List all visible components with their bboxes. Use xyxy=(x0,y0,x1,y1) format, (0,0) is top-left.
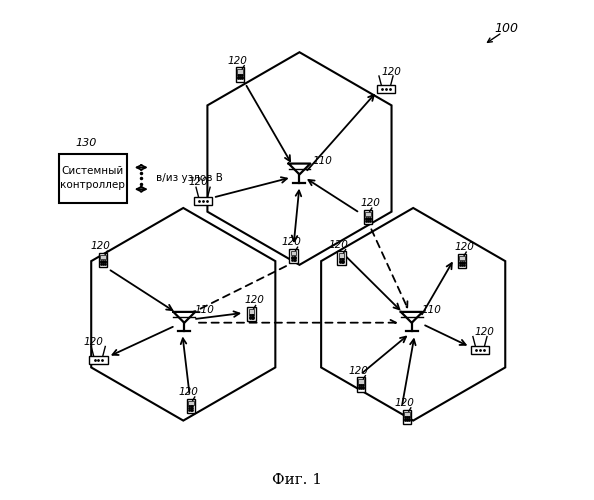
Bar xyxy=(364,210,372,224)
Bar xyxy=(290,251,296,256)
Text: 110: 110 xyxy=(422,305,441,315)
Bar xyxy=(289,249,298,263)
Bar xyxy=(100,255,106,260)
Bar xyxy=(404,412,410,416)
Text: 120: 120 xyxy=(475,327,495,337)
Text: 120: 120 xyxy=(228,56,248,66)
Text: Фиг. 1: Фиг. 1 xyxy=(272,473,322,487)
Polygon shape xyxy=(173,312,195,323)
Text: 120: 120 xyxy=(83,337,103,347)
Bar xyxy=(458,254,466,268)
Text: 100: 100 xyxy=(495,22,519,36)
Bar xyxy=(358,380,364,384)
Bar xyxy=(470,346,489,354)
Text: 120: 120 xyxy=(244,296,264,306)
Text: Системный
контроллер: Системный контроллер xyxy=(61,166,125,190)
Bar xyxy=(187,398,195,413)
Polygon shape xyxy=(289,164,310,174)
Bar xyxy=(337,252,346,266)
Bar xyxy=(339,254,345,258)
Bar xyxy=(89,356,108,364)
Bar xyxy=(99,253,108,267)
Text: 120: 120 xyxy=(349,366,369,376)
Bar xyxy=(248,307,255,322)
Bar xyxy=(188,400,194,405)
Text: в/из узлов В: в/из узлов В xyxy=(156,174,223,184)
Polygon shape xyxy=(91,208,276,420)
Bar xyxy=(459,256,465,260)
Text: 110: 110 xyxy=(313,156,333,166)
Bar xyxy=(377,86,395,94)
Bar xyxy=(357,378,365,392)
Text: 130: 130 xyxy=(75,138,97,148)
Text: 120: 120 xyxy=(381,67,401,77)
Bar xyxy=(236,68,244,82)
Text: 120: 120 xyxy=(91,241,110,251)
Text: 110: 110 xyxy=(194,305,214,315)
Text: 120: 120 xyxy=(394,398,414,407)
Bar xyxy=(59,154,127,203)
Bar xyxy=(237,70,243,74)
Text: 120: 120 xyxy=(281,237,301,247)
Text: 120: 120 xyxy=(188,176,208,186)
Bar xyxy=(403,410,411,424)
Polygon shape xyxy=(207,52,391,265)
Polygon shape xyxy=(321,208,505,420)
Polygon shape xyxy=(401,312,422,323)
Text: 120: 120 xyxy=(328,240,349,250)
Bar xyxy=(249,309,254,314)
Bar xyxy=(194,196,212,204)
Text: 120: 120 xyxy=(360,198,380,208)
Text: 120: 120 xyxy=(454,242,475,252)
Bar xyxy=(365,212,371,216)
Text: 120: 120 xyxy=(178,387,198,397)
